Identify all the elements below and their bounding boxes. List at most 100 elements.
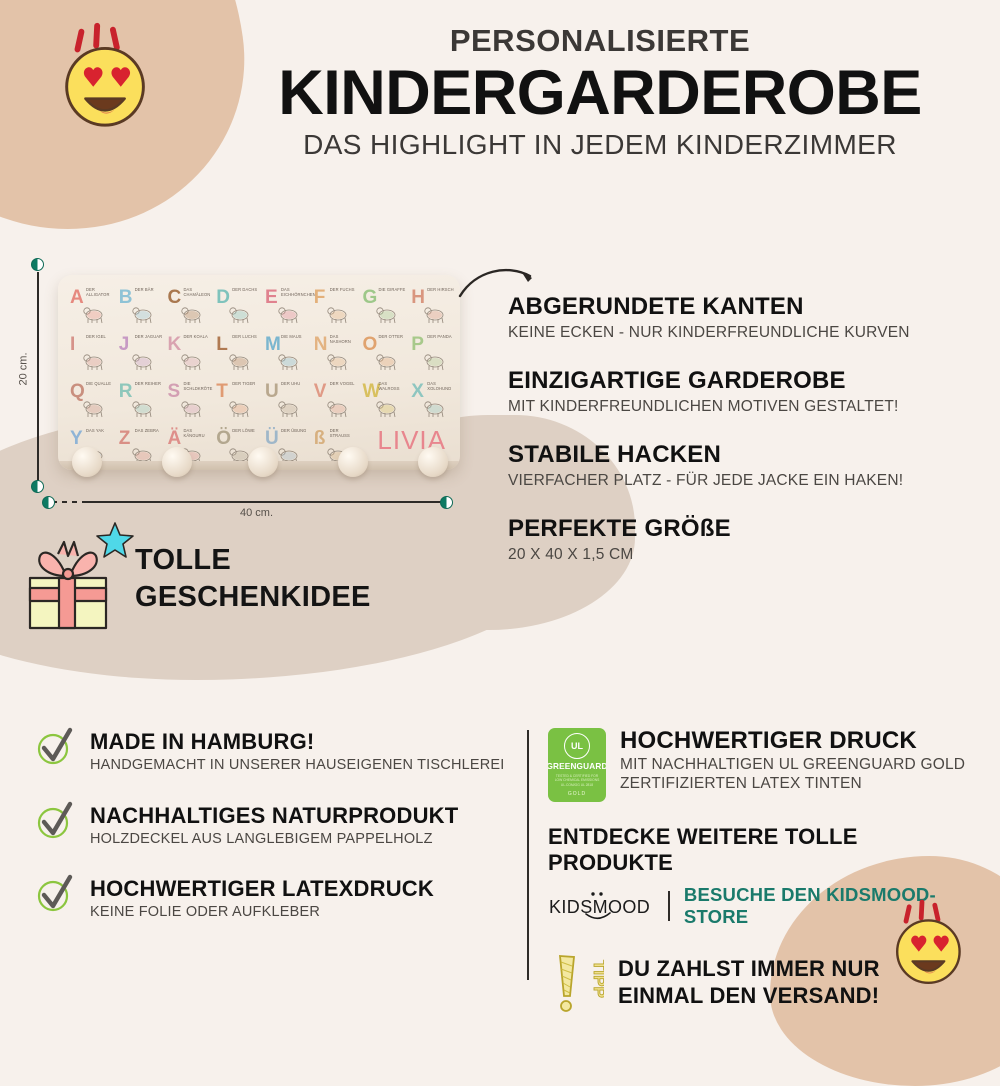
- alphabet-cell: T DER TIGER: [210, 378, 259, 423]
- alphabet-cell: D DER DACHS: [210, 284, 259, 329]
- alphabet-letter: Ü: [265, 428, 279, 449]
- alphabet-cell: R DER REIHER: [113, 378, 162, 423]
- alphabet-letter: U: [265, 381, 279, 402]
- animal-illustration-luchs: [226, 348, 254, 372]
- header-subline: DAS HIGHLIGHT IN JEDEM KINDERZIMMER: [303, 129, 897, 161]
- ruler-dash-horizontal: [52, 501, 84, 503]
- alphabet-letter: S: [167, 381, 181, 402]
- animal-illustration-schildkroete: [178, 395, 206, 419]
- alphabet-letter: R: [118, 381, 133, 402]
- animal-illustration-tiger: [226, 395, 254, 419]
- alphabet-letter: F: [313, 287, 326, 308]
- animal-illustration-panda: [421, 348, 449, 372]
- animal-illustration-alligator: [80, 301, 108, 325]
- animal-illustration-xolohund: [421, 395, 449, 419]
- alphabet-letter: K: [167, 334, 182, 355]
- feature-title: EINZIGARTIGE GARDEROBE: [508, 366, 846, 394]
- animal-illustration-reiher: [129, 395, 157, 419]
- alphabet-cell: N DAS NASHORN: [308, 331, 357, 376]
- alphabet-animal-word: DAS WALROSS: [378, 381, 400, 392]
- alphabet-letter: Q: [70, 381, 85, 402]
- alphabet-board-surface: A DER ALLIGATOR B DER BÄR C DAS CHAMÄLEON D DER…: [58, 275, 460, 470]
- section-divider: [527, 730, 529, 980]
- alphabet-letter: V: [313, 381, 327, 402]
- feature-title: PERFEKTE GRÖßE: [508, 514, 731, 542]
- page-title: KINDERGARDEROBE: [278, 58, 922, 129]
- heart-eyes-smiley-icon: [882, 894, 978, 990]
- feature-list: ABGERUNDETE KANTEN KEINE ECKEN - NUR KIN…: [508, 293, 978, 564]
- greenguard-fine-print: TESTED & CERTIFIED FOR LOW CHEMICAL EMIS…: [554, 774, 600, 787]
- alphabet-animal-word: DAS NASHORN: [329, 334, 351, 345]
- alphabet-cell: I DER IGEL: [64, 331, 113, 376]
- alphabet-letter: J: [118, 334, 130, 355]
- alphabet-grid: A DER ALLIGATOR B DER BÄR C DAS CHAMÄLEON D DER…: [64, 284, 454, 470]
- feature-item-stable-hooks: STABILE HACKEN VIERFACHER PLATZ - FÜR JE…: [508, 441, 978, 490]
- checkmark-icon: [32, 724, 76, 768]
- alphabet-animal-word: DIE GIRAFFE: [378, 287, 406, 292]
- gift-idea-text: TOLLE GESCHENKIDEE: [135, 542, 371, 616]
- alphabet-cell: M DIE MAUS: [259, 331, 308, 376]
- animal-illustration-igel: [80, 348, 108, 372]
- hook: [338, 447, 368, 477]
- gift-line-2: GESCHENKIDEE: [135, 581, 371, 614]
- animal-illustration-eichhoernchen: [275, 301, 303, 325]
- animal-illustration-baer: [129, 301, 157, 325]
- alphabet-animal-word: DER UHU: [281, 381, 301, 386]
- gift-box-icon: [18, 536, 118, 636]
- logo-separator: [668, 891, 670, 921]
- alphabet-letter: Z: [118, 428, 131, 449]
- discover-title: ENTDECKE WEITERE TOLLE PRODUKTE: [548, 824, 858, 875]
- alphabet-letter: L: [216, 334, 228, 355]
- alphabet-animal-word: DER LUCHS: [232, 334, 257, 339]
- alphabet-letter: Ä: [167, 428, 182, 449]
- hook: [418, 447, 448, 477]
- alphabet-animal-word: DAS CHAMÄLEON: [183, 287, 211, 298]
- benefit-subtitle: KEINE FOLIE ODER AUFKLEBER: [90, 904, 321, 921]
- kidsmood-logo: KIDSMOOD: [548, 889, 654, 923]
- greenguard-gold-label: GOLD: [567, 790, 587, 797]
- product-board: A DER ALLIGATOR B DER BÄR C DAS CHAMÄLEON D DER…: [58, 275, 460, 490]
- animal-illustration-otter: [373, 348, 401, 372]
- benefits-list: MADE IN HAMBURG! HANDGEMACHT IN UNSERER …: [32, 727, 512, 922]
- alphabet-cell: F DER FUCHS: [308, 284, 357, 329]
- alphabet-letter: Ö: [216, 428, 232, 449]
- alphabet-letter: N: [313, 334, 328, 355]
- checkmark-icon: [32, 871, 76, 915]
- benefit-body: HOCHWERTIGER LATEXDRUCK KEINE FOLIE ODER…: [90, 875, 434, 922]
- alphabet-animal-word: DER HIRSCH: [427, 287, 454, 292]
- feature-item-perfect-size: PERFEKTE GRÖßE 20 X 40 X 1,5 CM: [508, 515, 978, 564]
- animal-illustration-jaguar: [129, 348, 157, 372]
- alphabet-cell: Q DIE QUALLE: [64, 378, 113, 423]
- ul-seal-icon: UL: [564, 733, 590, 759]
- hook: [72, 447, 102, 477]
- benefit-body: MADE IN HAMBURG! HANDGEMACHT IN UNSERER …: [90, 728, 505, 775]
- alphabet-animal-word: DER ALLIGATOR: [86, 287, 110, 298]
- alphabet-animal-word: DAS KÄNGURU: [183, 428, 205, 439]
- tipp-label: TIPP: [590, 960, 604, 998]
- kidsmood-store-link[interactable]: BESUCHE DEN KIDSMOOD-STORE: [683, 884, 936, 927]
- alphabet-cell: C DAS CHAMÄLEON: [162, 284, 211, 329]
- alphabet-animal-word: DER DACHS: [232, 287, 258, 292]
- print-quality-block: UL GREENGUARD TESTED & CERTIFIED FOR LOW…: [548, 727, 988, 802]
- benefit-subtitle: HANDGEMACHT IN UNSERER HAUSEIGENEN TISCH…: [90, 757, 505, 774]
- alphabet-animal-word: DER REIHER: [134, 381, 161, 386]
- alphabet-letter: G: [362, 287, 378, 308]
- benefit-title: MADE IN HAMBURG!: [90, 729, 315, 754]
- benefit-item-latex-print: HOCHWERTIGER LATEXDRUCK KEINE FOLIE ODER…: [32, 874, 512, 922]
- alphabet-letter: C: [167, 287, 182, 308]
- page-header: PERSONALISIERTE KINDERGARDEROBE DAS HIGH…: [250, 23, 950, 162]
- alphabet-letter: A: [70, 287, 84, 308]
- animal-illustration-uhu: [275, 395, 303, 419]
- svg-text:KIDSMOOD: KIDSMOOD: [549, 897, 650, 917]
- alphabet-cell: O DER OTTER: [357, 331, 406, 376]
- hook: [162, 447, 192, 477]
- gift-idea-block: TOLLE GESCHENKIDEE: [10, 522, 410, 638]
- animal-illustration-maus: [275, 348, 303, 372]
- alphabet-cell: J DER JAGUAR: [113, 331, 162, 376]
- alphabet-letter: P: [411, 334, 424, 355]
- alphabet-letter: W: [362, 381, 381, 402]
- feature-subtitle: KEINE ECKEN - NUR KINDERFREUNDLICHE KURV…: [508, 323, 910, 341]
- alphabet-cell: U DER UHU: [259, 378, 308, 423]
- alphabet-letter: O: [362, 334, 378, 355]
- alphabet-animal-word: DAS EICHHÖRNCHEN: [281, 287, 316, 298]
